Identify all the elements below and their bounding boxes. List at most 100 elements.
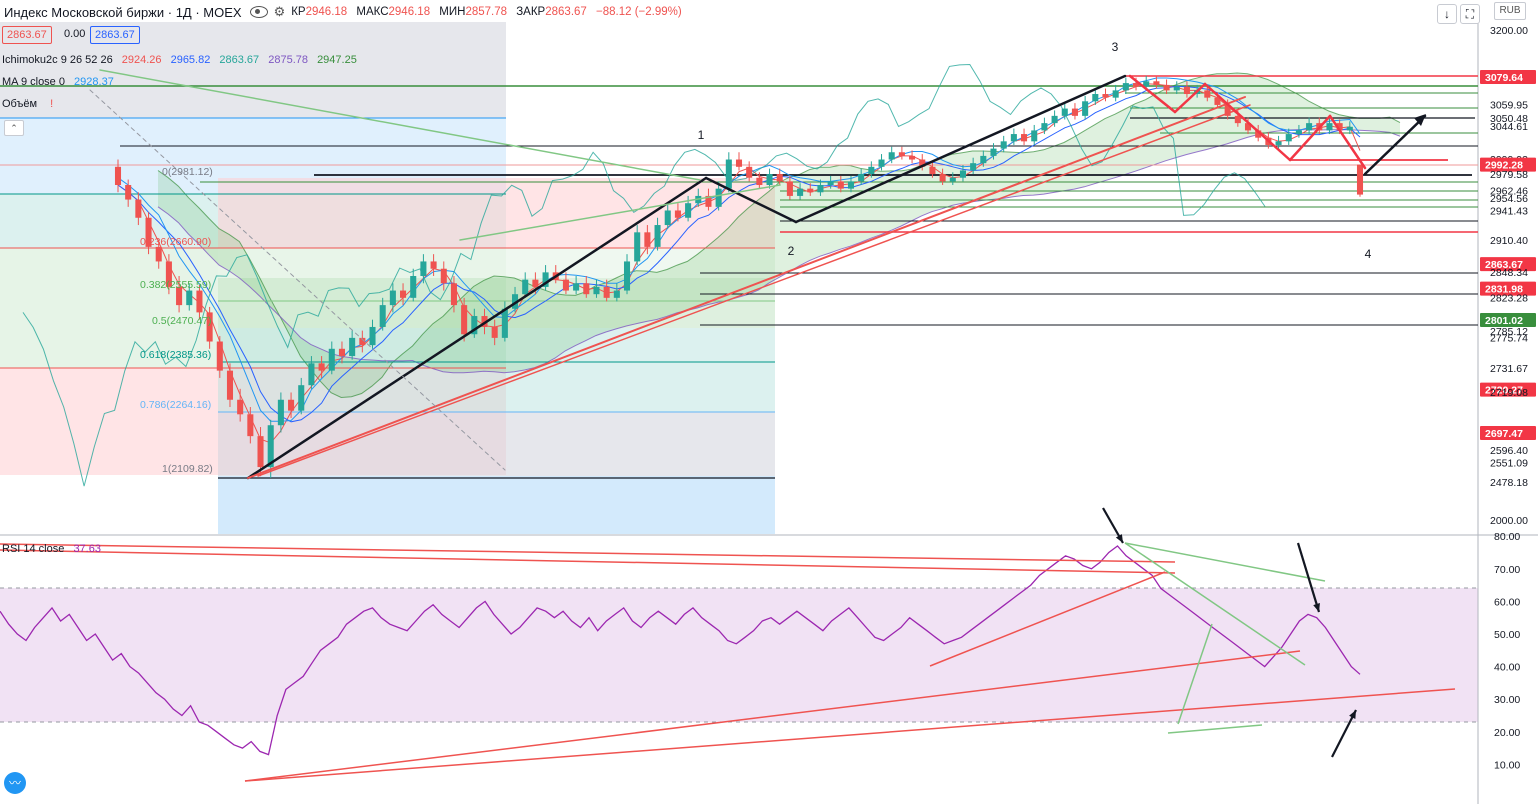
candle-body-81 [939,174,946,182]
rsi-axis-label-5: 30.00 [1494,694,1520,706]
scroll-down-button[interactable]: ↓ [1437,4,1457,24]
eye-icon[interactable] [249,6,268,18]
gear-icon[interactable]: ⚙ [273,4,286,19]
price-tag-bg-14 [1480,281,1536,296]
candle-body-86 [990,148,997,156]
red-zigzag-1 [1128,74,1177,114]
buy-price-box[interactable]: 2863.67 [90,26,140,44]
candle-body-75 [878,159,885,167]
wave-arrow-head [1414,114,1426,126]
candle-body-97 [1102,94,1109,98]
senkou-span-b-line [157,129,1401,374]
fib-level-label-6: 1(2109.82) [162,463,213,475]
red-trend-line-2 [257,104,1251,477]
ma-name: MA 9 close 0 [2,76,65,88]
candle-body-110 [1234,115,1241,124]
ichimoku-legend[interactable]: Ichimoku2c 9 26 52 26 2924.26 2965.82 28… [2,54,363,66]
fullscreen-button[interactable]: ⛶ [1460,4,1480,24]
candle-body-91 [1041,123,1048,131]
candle-body-19 [308,363,315,386]
candle-body-31 [430,261,437,269]
candle-body-60 [725,159,732,189]
price-label-4: 3044.61 [1490,121,1528,133]
candle-body-70 [827,181,834,186]
candle-body-34 [461,305,468,335]
candle-body-68 [807,188,814,193]
candle-body-66 [786,181,793,196]
candle-body-41 [532,279,539,287]
candle-body-102 [1153,81,1160,85]
wave-label-4: 4 [1365,247,1372,261]
candle-body-69 [817,185,824,193]
price-label-0: 3200.00 [1490,25,1528,37]
open-label: КР [291,6,306,18]
candle-body-99 [1122,83,1129,91]
candle-body-58 [705,195,712,207]
rsi-axis-label-2: 60.00 [1494,596,1520,608]
price-label-2: 3059.95 [1490,100,1528,112]
ichimoku-name: Ichimoku2c 9 26 52 26 [2,54,113,66]
rsi-arrow-1-head [1115,534,1123,543]
candle-body-8 [196,290,203,313]
tradingview-logo-icon[interactable]: 〰 [4,772,26,794]
candle-body-4 [155,246,162,262]
green-trend-line-2 [459,184,781,241]
candle-body-26 [379,305,386,327]
candle-body-93 [1061,108,1068,116]
volume-legend[interactable]: Объём ! [2,98,59,110]
ichimoku-value-5: 2947.25 [317,54,357,66]
high-value: 2946.18 [388,6,431,18]
candle-body-59 [715,188,722,207]
sell-price-box[interactable]: 2863.67 [2,26,52,44]
candle-body-76 [888,152,895,160]
candle-body-13 [247,414,254,437]
candle-body-90 [1031,130,1038,142]
price-label-15: 2823.28 [1490,292,1528,304]
fib2-zone-red [218,178,775,248]
rsi-axis-label-1: 70.00 [1494,564,1520,576]
symbol-title[interactable]: Индекс Московской биржи · 1Д · MOEX [4,4,242,20]
ichimoku-value-2: 2965.82 [170,54,211,66]
price-tag-16: 2801.02 [1485,315,1523,327]
volume-warning-icon: ! [50,98,54,110]
price-tag-23: 2697.47 [1485,428,1523,440]
price-tag-bg-23 [1480,426,1536,440]
price-tag-6: 2992.28 [1485,160,1523,172]
candle-body-7 [186,290,193,306]
collapse-legend-button[interactable]: ⌃ [4,120,24,136]
candle-body-98 [1112,90,1119,98]
candle-body-24 [359,337,366,346]
candle-body-28 [400,290,407,298]
red-zigzag-2 [1173,82,1207,114]
candle-body-82 [949,177,956,182]
wave-label-2: 2 [788,244,795,258]
candle-body-120 [1336,123,1343,131]
rsi-axis-label-7: 10.00 [1494,759,1520,771]
candle-body-83 [959,170,966,178]
rsi-legend[interactable]: RSI 14 close 37.63 [2,543,107,555]
rsi-value: 37.63 [73,543,101,555]
candle-body-116 [1295,130,1302,135]
chikou-line [22,63,1266,487]
candle-body-0 [114,166,122,186]
wave-line-2 [704,176,798,224]
candle-body-50 [623,261,631,291]
candle-body-71 [837,181,844,189]
candle-body-21 [328,348,335,371]
ichimoku-value-4: 2875.78 [268,54,308,66]
currency-badge[interactable]: RUB [1494,2,1526,20]
price-tag-bg-12 [1480,257,1536,272]
ma-legend[interactable]: MA 9 close 0 2928.37 [2,76,120,88]
fib-level-label-1: 0.236(2660.90) [140,236,211,248]
candle-body-115 [1285,134,1292,142]
close-value: 2863.67 [545,6,587,18]
fib2-zone-blue [218,476,775,534]
price-label-27: 2000.00 [1490,515,1528,527]
fib-level-label-4: 0.618(2385.36) [140,349,211,361]
candle-body-84 [970,163,977,171]
candle-body-36 [481,316,488,327]
close-label: ЗАКР [516,6,546,18]
rsi-name: RSI 14 close [2,543,65,555]
candle-body-119 [1326,123,1333,131]
